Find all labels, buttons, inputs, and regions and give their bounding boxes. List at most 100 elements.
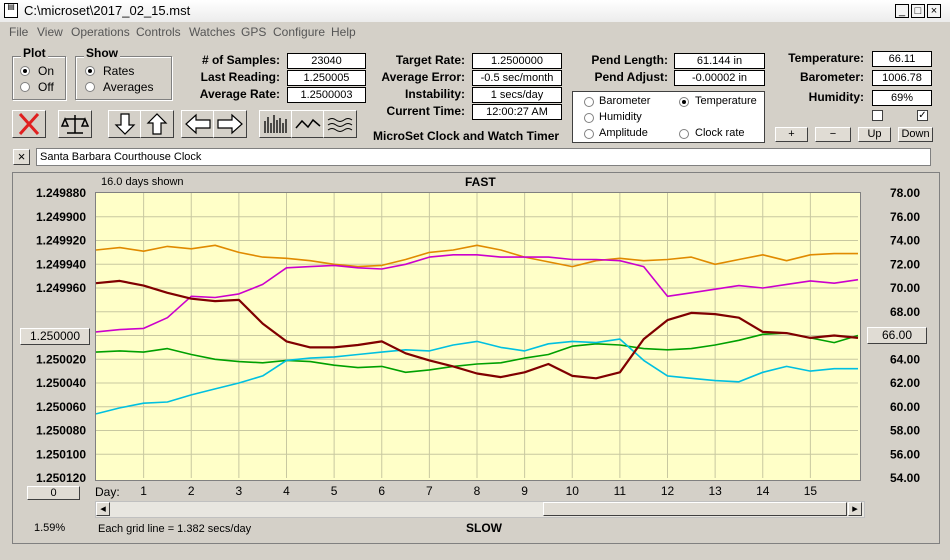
checkbox-left[interactable]	[872, 110, 883, 121]
scroll-thumb[interactable]	[543, 502, 847, 516]
scale-icon	[60, 115, 90, 134]
close-window-button[interactable]: ×	[927, 4, 941, 18]
up-arrow-button[interactable]	[140, 110, 174, 138]
percent-label: 1.59%	[34, 522, 66, 534]
humidity-radio[interactable]	[584, 113, 594, 123]
right-tick-label: 70.00	[890, 281, 920, 295]
days-shown-label: 16.0 days shown	[101, 176, 184, 188]
up-button[interactable]: Up	[858, 127, 891, 142]
show-averages-label: Averages	[103, 80, 154, 94]
target-rate-label: Target Rate:	[395, 53, 465, 67]
multi-wave-button[interactable]	[323, 110, 357, 138]
menu-file[interactable]: File	[9, 25, 29, 39]
samples-label: # of Samples:	[201, 53, 280, 67]
pend-adjust-field[interactable]: -0.00002 in	[674, 70, 765, 86]
temperature-field: 66.11	[872, 51, 932, 67]
left-arrow-button[interactable]	[181, 110, 215, 138]
left-tick-label: 1.249920	[36, 234, 86, 248]
day-tick-label: 4	[283, 484, 290, 498]
show-rates-radio[interactable]	[85, 66, 95, 76]
average-error-field: -0.5 sec/month	[472, 70, 562, 86]
left-tick-label: 1.249900	[36, 210, 86, 224]
day-axis-label: Day:	[95, 485, 120, 499]
menu-gps[interactable]: GPS	[241, 25, 267, 39]
maximize-button[interactable]: □	[911, 4, 925, 18]
temperature-line	[95, 332, 859, 374]
right-tick-label: 60.00	[890, 400, 920, 414]
amplitude-option: Amplitude	[599, 127, 648, 139]
scroll-right-button[interactable]: ▸	[848, 502, 862, 516]
show-group-title: Show	[84, 46, 120, 60]
minus-button[interactable]: −	[815, 127, 851, 142]
pend-adjust-label: Pend Adjust:	[594, 70, 668, 84]
temperature-label: Temperature:	[788, 51, 864, 65]
left-tick-label: 1.249960	[36, 281, 86, 295]
down-button[interactable]: Down	[898, 127, 933, 142]
clock-rate-option: Clock rate	[695, 127, 745, 139]
temperature-option: Temperature	[695, 95, 757, 107]
target-rate-field[interactable]: 1.2500000	[472, 53, 562, 69]
day-tick-label: 15	[804, 484, 818, 498]
show-averages-radio[interactable]	[85, 82, 95, 92]
menu-watches[interactable]: Watches	[189, 25, 236, 39]
checkbox-right[interactable]: ✓	[917, 110, 928, 121]
clock-rate-line	[95, 279, 859, 380]
plot-on-label: On	[38, 64, 55, 78]
left-tick-label: 1.249940	[36, 257, 86, 271]
average-rate-field: 1.2500003	[287, 87, 366, 103]
left-tick-label: 1.249880	[36, 186, 86, 200]
menu-configure[interactable]: Configure	[273, 25, 326, 39]
plot-group-title: Plot	[21, 46, 48, 60]
scroll-left-button[interactable]: ◂	[96, 502, 110, 516]
humidity-field: 69%	[872, 90, 932, 106]
slow-label: SLOW	[466, 521, 502, 535]
clock-rate-radio[interactable]	[679, 129, 689, 139]
down-arrow-button[interactable]	[108, 110, 142, 138]
left-scale-button[interactable]: 1.250000	[20, 328, 90, 345]
pend-length-field[interactable]: 61.144 in	[674, 53, 765, 69]
left-tick-label: 1.250020	[36, 352, 86, 366]
plot-on-radio[interactable]	[20, 66, 30, 76]
barometer-radio[interactable]	[584, 97, 594, 107]
menu-controls[interactable]: Controls	[136, 25, 181, 39]
amplitude-radio[interactable]	[584, 129, 594, 139]
balance-button[interactable]	[58, 110, 92, 138]
show-rates-label: Rates	[103, 64, 135, 78]
temperature-radio[interactable]	[679, 97, 689, 107]
barometer-option: Barometer	[599, 95, 651, 107]
right-tick-label: 74.00	[890, 234, 920, 248]
right-tick-label: 54.00	[890, 471, 920, 485]
humidity-label: Humidity:	[808, 90, 864, 104]
humidity-option: Humidity	[599, 111, 642, 123]
right-tick-label: 68.00	[890, 305, 920, 319]
plot-off-radio[interactable]	[20, 82, 30, 92]
left-tick-label: 1.250040	[36, 376, 86, 390]
menu-operations[interactable]: Operations	[71, 25, 130, 39]
instability-label: Instability:	[404, 87, 465, 101]
window-title: C:\microset\2017_02_15.mst	[24, 3, 191, 18]
stop-button[interactable]	[12, 110, 46, 138]
day-tick-label: 7	[426, 484, 433, 498]
grid-note: Each grid line = 1.382 secs/day	[98, 523, 252, 535]
minimize-button[interactable]: _	[895, 4, 909, 18]
day-tick-label: 13	[708, 484, 722, 498]
right-tick-label: 72.00	[890, 257, 920, 271]
histogram-button[interactable]	[259, 110, 293, 138]
menu-view[interactable]: View	[37, 25, 63, 39]
clear-name-button[interactable]: ×	[13, 149, 30, 165]
zero-button[interactable]: 0	[27, 486, 80, 500]
wave-icon	[295, 118, 321, 129]
arrow-left-icon	[185, 113, 211, 135]
plus-button[interactable]: +	[775, 127, 808, 142]
right-scale-button[interactable]: 66.00	[867, 327, 927, 344]
arrow-up-icon	[146, 113, 168, 135]
day-tick-label: 10	[566, 484, 580, 498]
right-arrow-button[interactable]	[213, 110, 247, 138]
app-icon[interactable]: ▤	[4, 3, 18, 18]
clock-name-input[interactable]: Santa Barbara Courthouse Clock	[36, 148, 931, 166]
current-time-field: 12:00:27 AM	[472, 104, 562, 120]
day-tick-label: 2	[188, 484, 195, 498]
right-tick-label: 76.00	[890, 210, 920, 224]
menu-help[interactable]: Help	[331, 25, 356, 39]
